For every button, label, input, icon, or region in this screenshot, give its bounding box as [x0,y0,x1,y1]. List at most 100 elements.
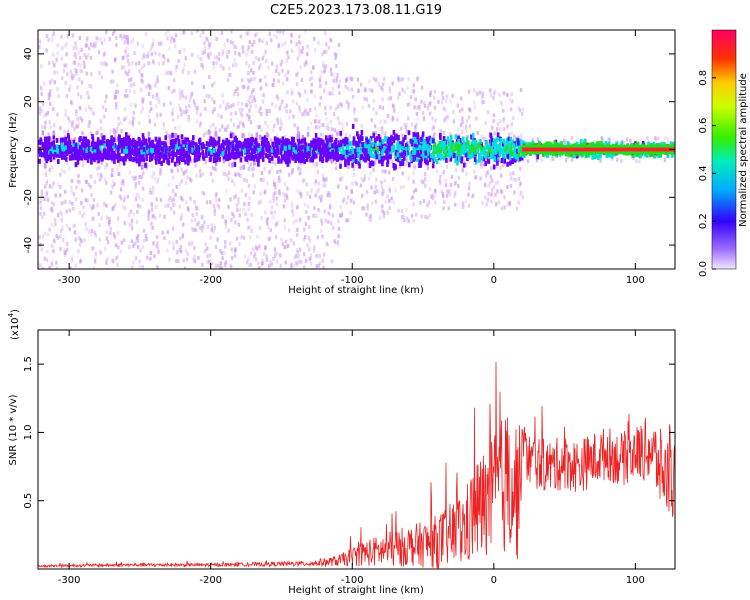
spectrum-cell [386,159,390,165]
spectrum-cell [91,246,95,251]
spectrum-cell [467,146,471,151]
spectrum-cell [485,140,488,146]
spectrum-cell [227,204,230,209]
spectrum-cell [374,150,377,156]
spectrum-cell [310,76,314,81]
spectrum-cell [201,51,204,56]
spectrum-cell [74,41,77,46]
spectrum-cell [411,195,415,200]
spectrum-cell [184,181,188,185]
spectrum-cell [114,138,118,143]
spectrum-cell [402,77,405,81]
spectrum-cell [441,90,444,95]
spectrum-cell [328,205,332,210]
spectrum-cell [235,236,239,241]
spectrum-cell [239,157,243,163]
spectrum-cell [376,151,380,157]
spectrum-cell [296,227,299,232]
spectrum-cell [472,160,476,165]
spectrum-cell [296,250,299,255]
spectrum-cell [337,226,341,231]
spectrum-cell [506,185,509,189]
spectrum-cell [237,51,241,56]
spectrum-cell [428,157,432,162]
spectrum-cell [93,259,97,264]
spectrum-cell [339,204,342,209]
spectrum-cell [172,203,175,207]
spectrum-cell [236,148,240,154]
spectrum-cell [70,179,74,184]
spectrum-cell [381,209,384,214]
spectrum-cell [374,184,377,189]
spectrum-cell [68,227,71,232]
spectrum-cell [196,154,199,160]
spectrum-cell [86,157,90,163]
spectrum-cell [182,154,186,160]
spectrum-cell [507,136,511,142]
spectrum-cell [302,265,306,269]
spectrum-cell [427,200,431,205]
spectrum-cell [403,122,406,127]
spectrum-cell [261,136,264,142]
spectrum-cell [76,117,79,121]
spectrum-cell [105,236,109,241]
spectrum-cell [290,141,293,147]
spectrum-cell [411,140,414,146]
spectrum-cell [359,143,363,149]
spectrum-cell [295,82,299,87]
spectrum-cell [306,153,309,159]
spectrum-cell [220,266,223,269]
spectrum-cell [123,40,127,45]
spectrum-cell [54,193,57,198]
spectrum-cell [179,152,183,158]
spectrum-cell [224,156,227,162]
spectrum-cell [78,56,82,60]
spectrum-cell [70,123,74,128]
spectrum-cell [187,160,190,166]
spectrum-cell [288,144,291,150]
spectrum-cell [241,45,244,50]
spectrum-cell [467,158,470,163]
spectrum-cell [52,237,56,242]
spectrum-cell [331,143,334,149]
spectrum-cell [394,153,397,159]
spectrum-cell [300,194,303,199]
spectrum-cell [267,170,270,175]
spectrum-cell [312,162,315,167]
spectrum-cell [171,169,174,174]
spectrum-cell [89,184,92,189]
spectrum-cell [291,170,294,175]
spectrum-cell [76,124,79,129]
spectrum-cell [43,197,47,201]
spectrum-cell [55,56,58,61]
spectrum-cell [422,115,425,120]
spectrum-cell [112,205,115,210]
spectrum-cell [512,171,515,176]
spectrum-cell [415,212,418,217]
spectrum-cell [390,118,394,123]
spectrum-cell [80,116,83,121]
spectrum-cell [433,105,437,110]
spectrum-cell [229,40,233,45]
spectrum-cell [228,152,231,158]
spectrum-cell [431,163,435,169]
spectrum-cell [166,30,170,33]
spectrum-cell [172,78,176,83]
spectrum-cell [40,64,43,69]
spectrum-cell [495,137,499,143]
spectrum-cell [200,63,203,68]
spectrum-cell [297,166,300,171]
spectrum-cell [328,193,331,198]
spectrum-cell [130,218,134,223]
spectrum-cell [104,108,108,113]
spectrum-cell [71,258,74,263]
spectrum-cell [353,164,357,169]
spectrum-cell [168,46,171,51]
spectrum-cell [257,200,261,205]
spectrum-cell [496,189,499,194]
spectrum-cell [109,154,112,160]
spectrum-cell [322,183,325,188]
spectrum-cell [308,77,312,82]
spectrum-cell [226,38,229,43]
spectrum-cell [401,133,404,138]
